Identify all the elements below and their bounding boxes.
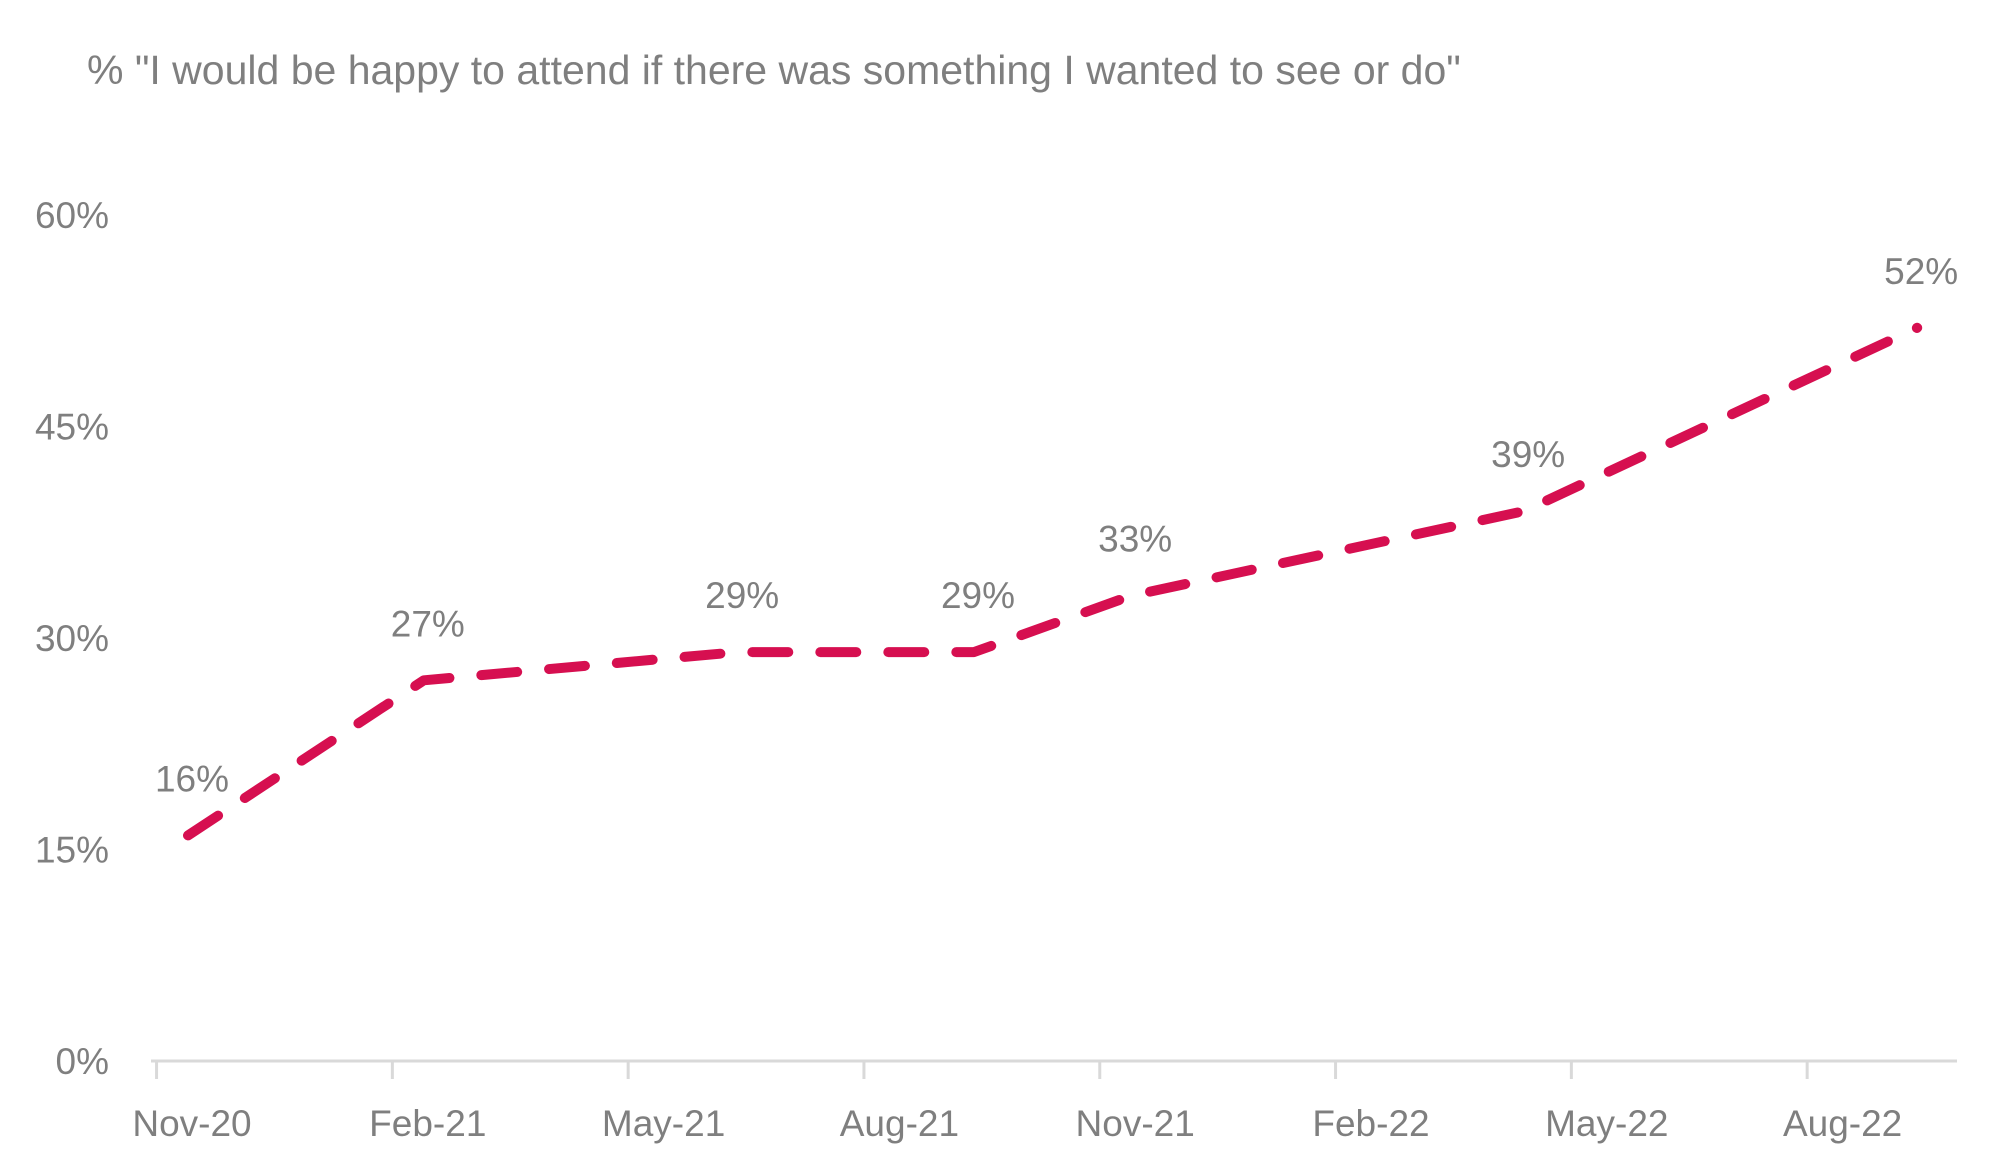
x-tick-label: Feb-21 bbox=[369, 1103, 486, 1144]
series-line bbox=[183, 322, 1923, 841]
y-tick-label: 0% bbox=[56, 1041, 109, 1082]
x-tick-label: Feb-22 bbox=[1312, 1103, 1429, 1144]
data-label: 33% bbox=[1098, 519, 1172, 560]
y-tick-label: 60% bbox=[35, 195, 109, 236]
x-tick-label: May-21 bbox=[602, 1103, 725, 1144]
y-tick-label: 15% bbox=[35, 830, 109, 871]
x-tick-label: Aug-22 bbox=[1783, 1103, 1902, 1144]
data-label: 39% bbox=[1491, 434, 1565, 475]
x-tick-label: May-22 bbox=[1545, 1103, 1668, 1144]
x-tick-label: Nov-20 bbox=[132, 1103, 251, 1144]
chart-title: % "I would be happy to attend if there w… bbox=[87, 47, 1461, 93]
x-tick-label: Aug-21 bbox=[840, 1103, 959, 1144]
y-tick-label: 30% bbox=[35, 618, 109, 659]
data-label: 52% bbox=[1884, 251, 1958, 292]
data-label: 16% bbox=[155, 758, 229, 799]
y-tick-label: 45% bbox=[35, 407, 109, 448]
data-label: 29% bbox=[941, 575, 1015, 616]
x-tick-label: Nov-21 bbox=[1076, 1103, 1195, 1144]
y-axis: 0% 15% 30% 45% 60% bbox=[35, 195, 109, 1082]
data-labels: 16% 27% 29% 29% 33% 39% 52% bbox=[155, 251, 1958, 800]
data-label: 27% bbox=[391, 603, 465, 644]
data-label: 29% bbox=[705, 575, 779, 616]
x-axis: Nov-20 Feb-21 May-21 Aug-21 Nov-21 Feb-22 May-… bbox=[132, 1061, 1902, 1144]
